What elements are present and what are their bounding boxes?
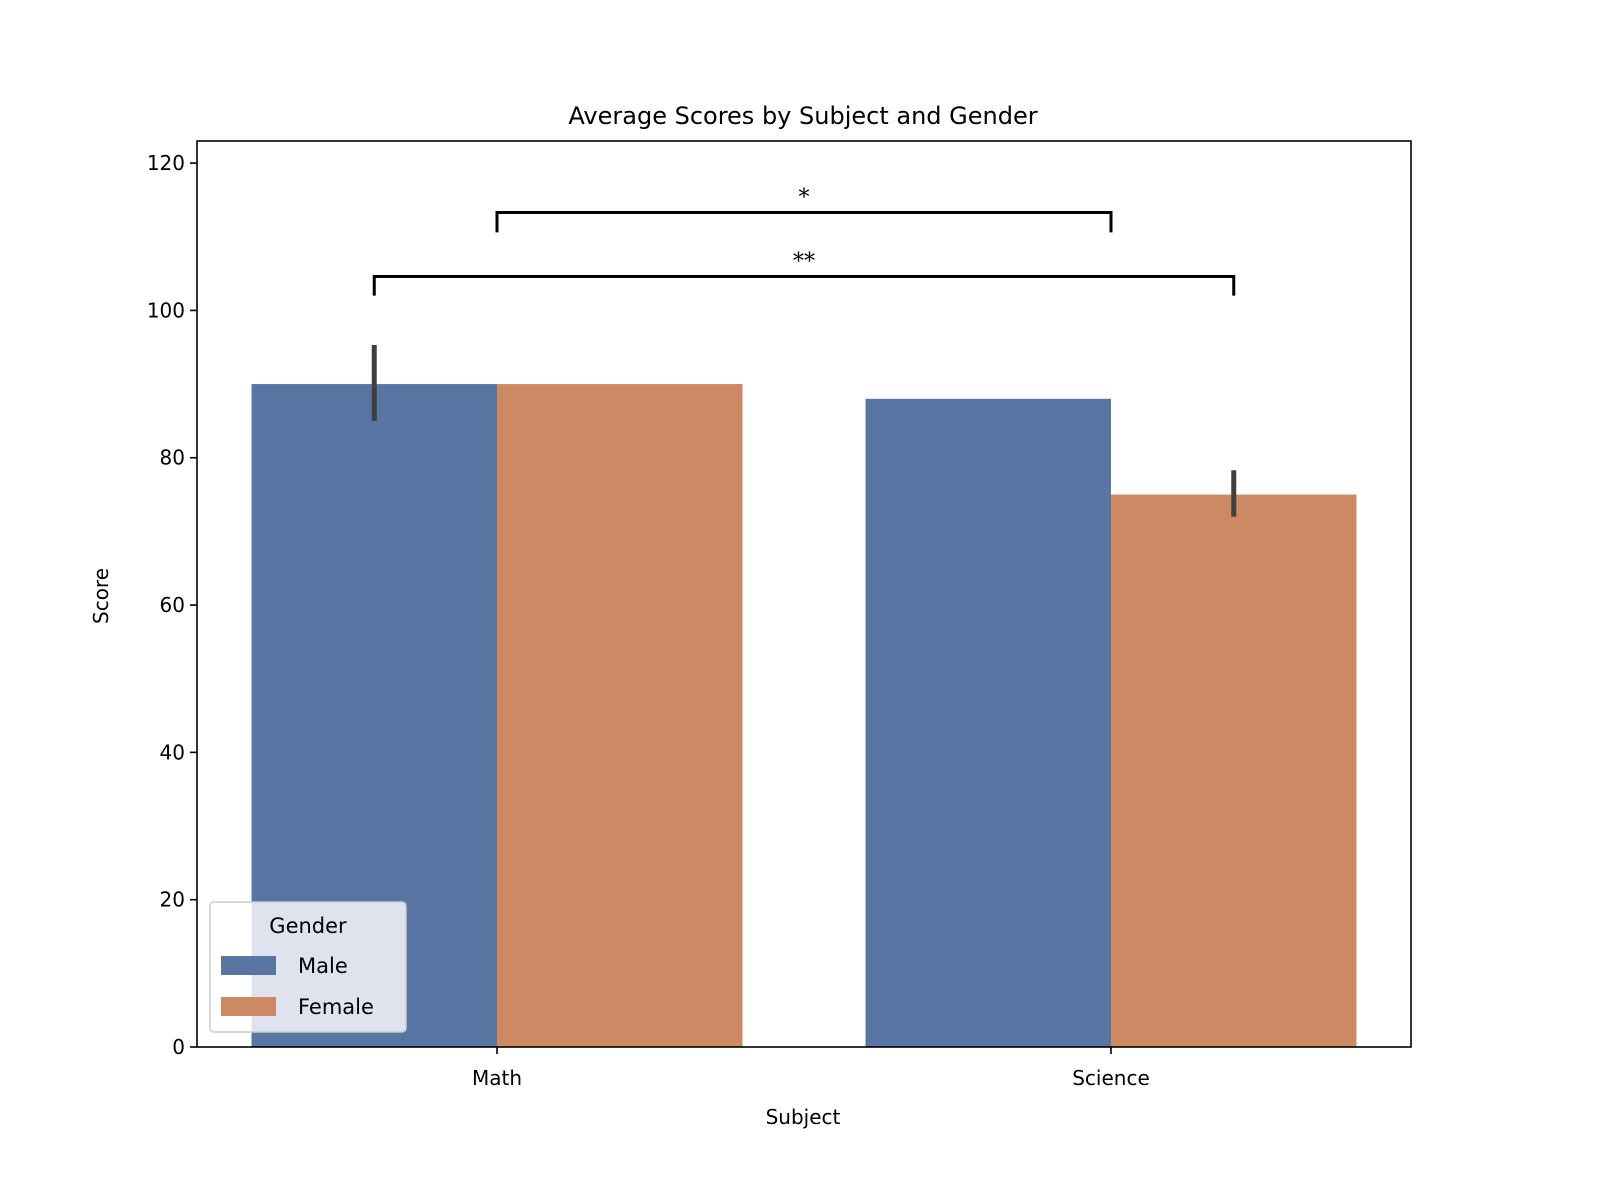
legend-label-female: Female bbox=[298, 995, 374, 1019]
significance-annotations: *** bbox=[372, 185, 1236, 296]
bars-layer bbox=[251, 384, 1357, 1047]
x-axis-label: Subject bbox=[766, 1105, 841, 1129]
y-tick-label: 100 bbox=[147, 298, 185, 322]
y-tick-label: 120 bbox=[147, 151, 185, 175]
legend-title: Gender bbox=[269, 914, 347, 938]
significance-label-2: ** bbox=[793, 250, 815, 275]
x-axis: Math Science bbox=[472, 1047, 1150, 1090]
legend-swatch-male bbox=[221, 956, 276, 975]
y-tick-label: 80 bbox=[160, 446, 185, 470]
error-bars-layer bbox=[371, 345, 1237, 517]
significance-label-1: * bbox=[799, 185, 810, 210]
significance-bracket-1 bbox=[495, 210, 1113, 233]
y-tick-label: 20 bbox=[160, 888, 185, 912]
bar-male-science bbox=[865, 398, 1111, 1047]
y-tick-label: 60 bbox=[160, 593, 185, 617]
legend: Gender Male Female bbox=[209, 901, 407, 1033]
chart-title: Average Scores by Subject and Gender bbox=[568, 102, 1037, 130]
y-axis-label: Score bbox=[89, 568, 113, 624]
significance-bracket-2 bbox=[372, 275, 1236, 296]
bar-female-science bbox=[1111, 494, 1357, 1047]
legend-label-male: Male bbox=[298, 954, 348, 978]
legend-swatch-female bbox=[221, 997, 276, 1016]
y-tick-label: 0 bbox=[172, 1035, 185, 1059]
bar-female-math bbox=[497, 384, 743, 1047]
x-tick-label: Math bbox=[472, 1066, 522, 1090]
plot-frame bbox=[196, 140, 1412, 1048]
y-axis: 0 20 40 60 80 100 120 bbox=[147, 151, 197, 1059]
x-tick-label: Science bbox=[1072, 1066, 1150, 1090]
y-tick-label: 40 bbox=[160, 740, 185, 764]
